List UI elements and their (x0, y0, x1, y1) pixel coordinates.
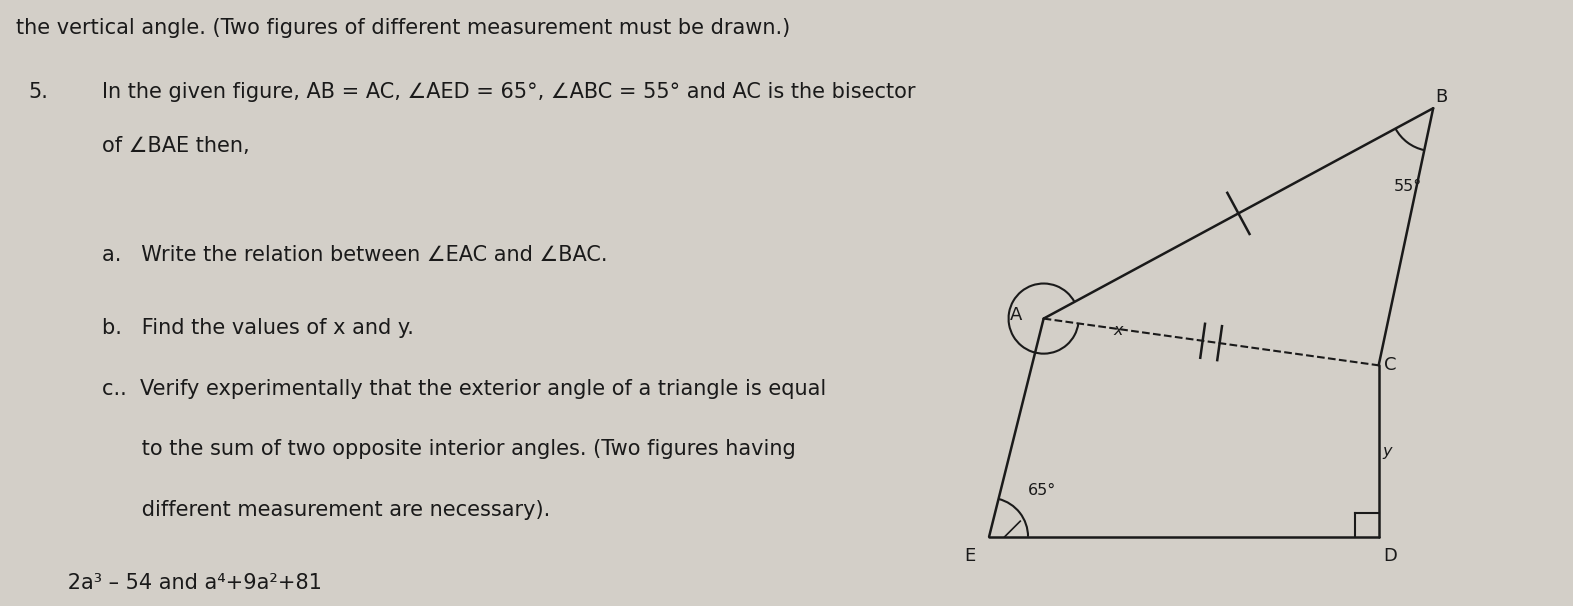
Text: 55°: 55° (1394, 179, 1422, 194)
Text: C: C (1384, 356, 1397, 375)
Text: In the given figure, AB = AC, ∠AED = 65°, ∠ABC = 55° and AC is the bisector: In the given figure, AB = AC, ∠AED = 65°… (102, 82, 915, 102)
Text: E: E (964, 547, 975, 565)
Text: B: B (1435, 87, 1447, 105)
Text: y: y (1383, 444, 1392, 459)
Text: to the sum of two opposite interior angles. (Two figures having: to the sum of two opposite interior angl… (102, 439, 796, 459)
Text: a.   Write the relation between ∠EAC and ∠BAC.: a. Write the relation between ∠EAC and ∠… (102, 245, 607, 265)
Text: D: D (1383, 547, 1397, 565)
Text: the vertical angle. (Two figures of different measurement must be drawn.): the vertical angle. (Two figures of diff… (16, 18, 790, 38)
Text: 65°: 65° (1029, 483, 1057, 498)
Text: A: A (1010, 305, 1022, 324)
Text: b.   Find the values of x and y.: b. Find the values of x and y. (102, 318, 414, 338)
Text: x: x (1114, 323, 1123, 338)
Text: c..  Verify experimentally that the exterior angle of a triangle is equal: c.. Verify experimentally that the exter… (102, 379, 826, 399)
Text: of ∠BAE then,: of ∠BAE then, (102, 136, 250, 156)
Text: 5.: 5. (28, 82, 49, 102)
Text: 2a³ – 54 and a⁴+9a²+81: 2a³ – 54 and a⁴+9a²+81 (28, 573, 322, 593)
Text: different measurement are necessary).: different measurement are necessary). (102, 500, 551, 520)
